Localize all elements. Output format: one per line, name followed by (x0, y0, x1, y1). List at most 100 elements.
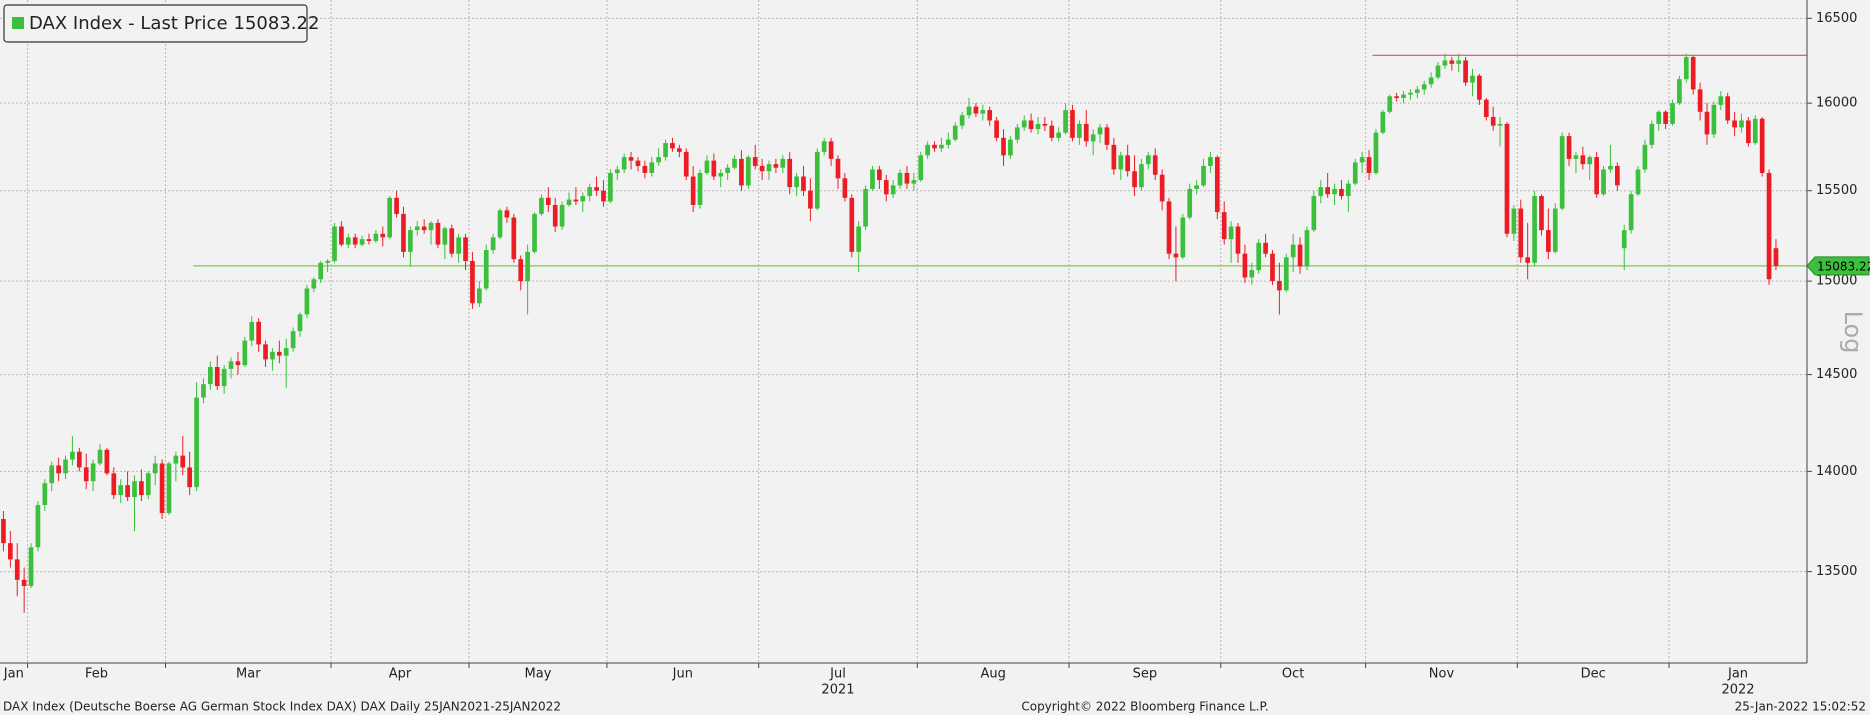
candle-body (228, 361, 234, 369)
candle-body (656, 157, 662, 163)
candle-body (1552, 208, 1558, 252)
candle-body (1125, 155, 1130, 172)
candle-body (704, 160, 710, 173)
candle-body (670, 143, 675, 149)
legend-label: DAX Index - Last Price (29, 13, 228, 34)
legend: DAX Index - Last Price 15083.22 (3, 4, 319, 43)
candle-body (35, 505, 41, 548)
candle-body (63, 459, 68, 474)
candle-body (352, 237, 358, 245)
candle-body (56, 465, 61, 474)
candle-body (1435, 65, 1441, 78)
candle-body (180, 455, 186, 468)
candle-body (1021, 120, 1027, 128)
footer-source: DAX Index (Deutsche Boerse AG German Sto… (3, 700, 561, 714)
candle-body (132, 481, 137, 498)
candle-body (1214, 157, 1220, 213)
candle-body (152, 463, 158, 474)
candle-body (456, 237, 461, 254)
candle-body (1332, 188, 1337, 195)
candle-body (959, 115, 965, 126)
candle-body (483, 250, 489, 289)
candle-body (1001, 137, 1006, 156)
candle-body (801, 176, 806, 191)
candle-body (408, 230, 413, 252)
candle-body (1325, 187, 1331, 195)
legend-box (3, 4, 308, 43)
candle-body (511, 217, 517, 260)
candle-body (70, 451, 75, 460)
candle-body (539, 197, 544, 214)
candle-body (380, 233, 386, 238)
candle-body (387, 197, 393, 238)
x-tick-label: Jan (1727, 667, 1748, 682)
candle-body (28, 547, 34, 586)
candle-body (1270, 253, 1275, 282)
candle-body (366, 239, 372, 241)
candle-body (221, 368, 227, 387)
candle-body (911, 180, 917, 184)
candle-body (1359, 157, 1365, 163)
candle-body (1759, 118, 1765, 173)
candle-body (594, 187, 599, 191)
candle-body (877, 169, 882, 181)
candle-body (1546, 230, 1551, 252)
candle-body (559, 204, 565, 227)
candle-body (1145, 155, 1151, 165)
candle-body (1649, 123, 1655, 145)
candle-body (780, 158, 786, 168)
candle-body (1490, 116, 1496, 126)
candle-body (49, 465, 55, 484)
candle-body (1511, 208, 1517, 234)
y-tick-label: 16000 (1816, 96, 1857, 111)
candle-body (1690, 57, 1696, 90)
candle-body (697, 172, 703, 205)
candle-body (925, 144, 930, 156)
candle-body (1718, 96, 1724, 105)
candle-body (270, 351, 275, 360)
scale-label: Log (1839, 311, 1867, 354)
x-tick-label: Jan (3, 667, 24, 682)
x-tick-label: Apr (389, 667, 412, 682)
candle-body (8, 543, 13, 560)
candle-body (1601, 169, 1606, 195)
candle-body (1635, 169, 1641, 195)
candle-body (725, 167, 730, 173)
candle-body (1566, 136, 1572, 159)
y-tick-label: 15000 (1816, 274, 1857, 289)
candle-body (518, 259, 524, 282)
candle-body (318, 262, 324, 280)
candle-body (1677, 79, 1682, 104)
candle-body (1470, 75, 1475, 83)
candle-body (1642, 144, 1648, 170)
candle-body (1339, 188, 1344, 197)
candle-body (904, 172, 910, 184)
candle-body (773, 164, 779, 168)
candle-body (1152, 155, 1158, 175)
candle-body (1111, 144, 1117, 170)
candle-body (587, 187, 593, 197)
candle-body (463, 237, 468, 261)
candle-body (1442, 60, 1448, 66)
y-tick-label: 13500 (1816, 564, 1857, 579)
candle-body (325, 260, 330, 263)
candle-body (1090, 134, 1096, 142)
candle-body (1049, 125, 1055, 138)
x-tick-label: Oct (1282, 667, 1304, 682)
candle-body (201, 384, 206, 398)
candle-body (1573, 155, 1579, 159)
candle-body (939, 144, 944, 149)
candle-body (1035, 123, 1041, 130)
candle-body (373, 233, 379, 241)
legend-text: DAX Index - Last Price 15083.22 (29, 13, 319, 34)
x-tick-label: Feb (85, 667, 108, 682)
candle-body (414, 226, 420, 231)
x-tick-label: Dec (1581, 667, 1606, 682)
candle-body (311, 279, 317, 289)
candle-body (1263, 242, 1268, 254)
candle-body (1683, 57, 1689, 80)
candle-body (794, 176, 799, 188)
candle-body (1014, 127, 1020, 140)
candle-body (759, 165, 765, 172)
legend-last-price: 15083.22 (234, 13, 320, 34)
